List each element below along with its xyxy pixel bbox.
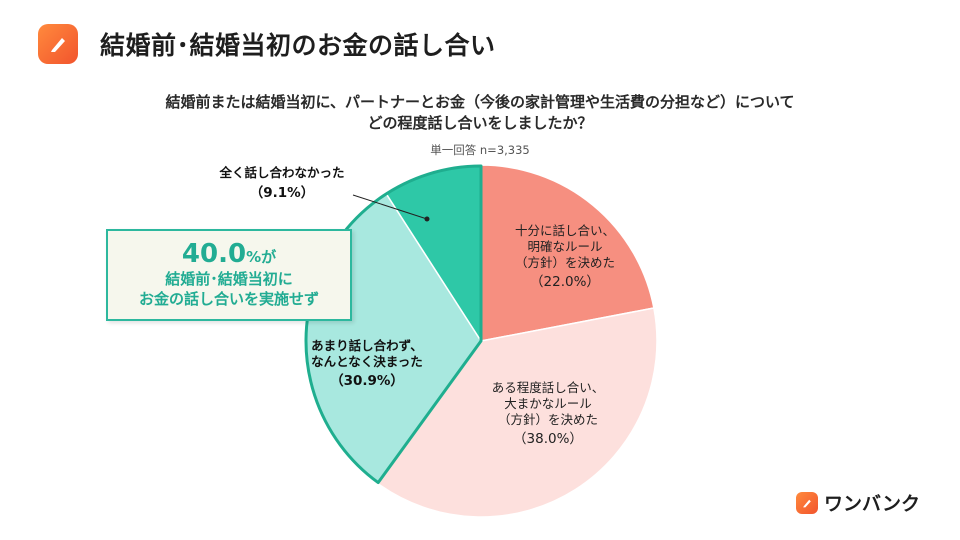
slice-label-3: 全く話し合わなかった（9.1%）: [218, 165, 344, 201]
slice-label-2: あまり話し合わず、なんとなく決まった（30.9%）: [311, 338, 423, 389]
question-line-1: 結婚前または結婚当初に、パートナーとお金（今後の家計管理や生活費の分担など）につ…: [165, 93, 795, 111]
sample-size-note: 単一回答 n=3,335: [430, 143, 530, 157]
callout-headline: 40.0%が: [108, 239, 350, 269]
leader-dot: [424, 216, 430, 222]
pie-slice-1: [376, 307, 658, 518]
callout-line-2: お金の話し合いを実施せず: [138, 290, 319, 308]
question-line-2: どの程度話し合いをしましたか？: [367, 114, 593, 132]
callout-line-1: 結婚前･結婚当初に: [165, 270, 293, 288]
slice-label-1: ある程度話し合い、大まかなルール（方針）を決めた（38.0%）: [492, 380, 605, 447]
pie-slice-0: [480, 164, 655, 342]
slice-value-3: （9.1%）: [250, 185, 314, 201]
slice-value-0: （22.0%）: [530, 274, 600, 290]
brand-name: ワンバンク: [824, 493, 920, 515]
slice-value-2: （30.9%）: [330, 373, 404, 389]
pencil-icon: [803, 499, 811, 507]
brand-icon: [796, 491, 819, 514]
survey-question: 結婚前または結婚当初に、パートナーとお金（今後の家計管理や生活費の分担など）につ…: [0, 92, 960, 134]
brand-logo: ワンバンク: [796, 489, 920, 516]
highlight-callout: 40.0%が 結婚前･結婚当初に お金の話し合いを実施せず: [106, 229, 352, 321]
callout-suffix: %が: [246, 248, 277, 266]
page-title: 結婚前･結婚当初のお金の話し合い: [100, 31, 496, 60]
slice-value-1: （38.0%）: [513, 431, 583, 447]
pencil-icon: [51, 38, 65, 52]
callout-value: 40.0: [181, 239, 247, 269]
slice-label-0: 十分に話し合い、明確なルール（方針）を決めた（22.0%）: [515, 223, 615, 290]
app-logo: [38, 24, 78, 64]
leader-line: [352, 194, 428, 220]
